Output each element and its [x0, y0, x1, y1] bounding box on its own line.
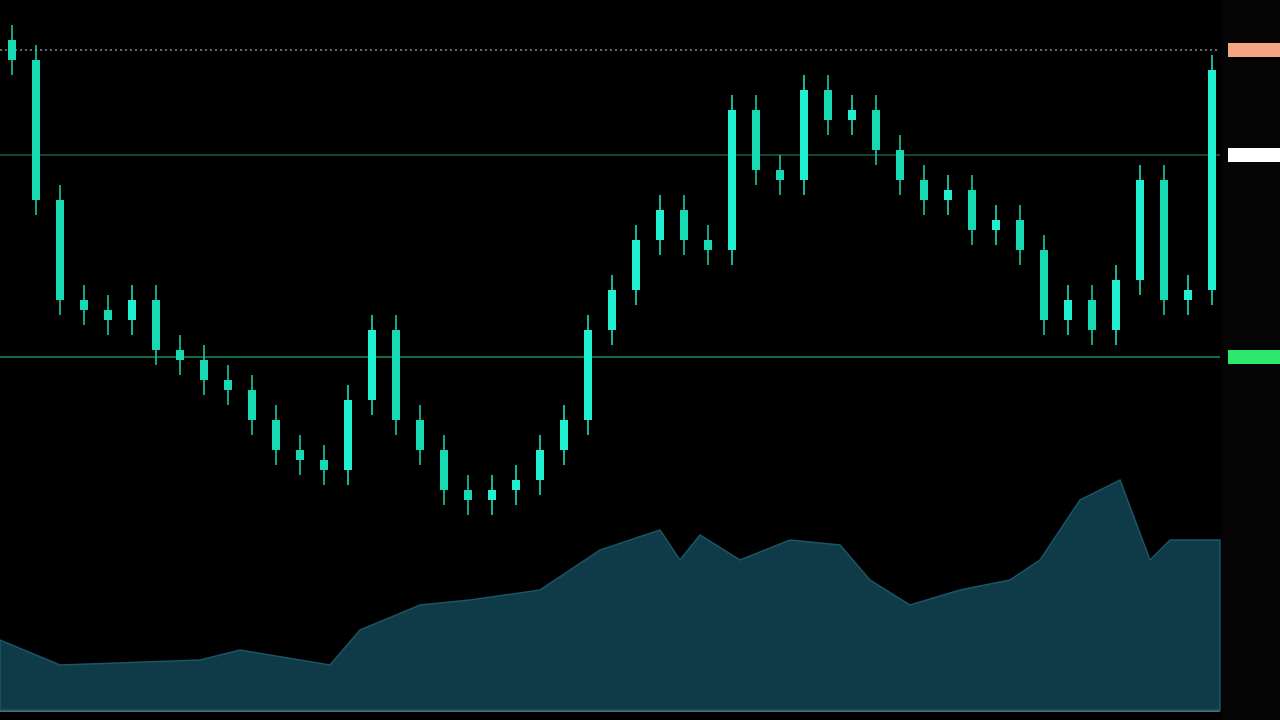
- candle-body: [1040, 250, 1048, 320]
- area: [0, 478, 1221, 711]
- candle-body: [1208, 70, 1216, 290]
- candle-body: [1112, 280, 1120, 330]
- candle-body: [320, 460, 328, 470]
- candle-body: [392, 330, 400, 420]
- candle-body: [176, 350, 184, 360]
- candle-body: [344, 400, 352, 470]
- candle-body: [944, 190, 952, 200]
- candle-body: [200, 360, 208, 380]
- price-tag: [1228, 350, 1280, 364]
- candle-body: [368, 330, 376, 400]
- candle-body: [1016, 220, 1024, 250]
- candle-body: [440, 450, 448, 490]
- candle-body: [704, 240, 712, 250]
- candle-body: [560, 420, 568, 450]
- candle-body: [656, 210, 664, 240]
- candle-body: [272, 420, 280, 450]
- candle-body: [464, 490, 472, 500]
- candle-body: [104, 310, 112, 320]
- candle-body: [584, 330, 592, 420]
- candle-body: [1064, 300, 1072, 320]
- candle-body: [80, 300, 88, 310]
- candle-body: [848, 110, 856, 120]
- candle-body: [1088, 300, 1096, 330]
- candle-body: [776, 170, 784, 180]
- candle-body: [152, 300, 160, 350]
- candle-body: [512, 480, 520, 490]
- candle-body: [968, 190, 976, 230]
- candle-body: [296, 450, 304, 460]
- candle-body: [32, 60, 40, 200]
- candle-body: [896, 150, 904, 180]
- candle-body: [488, 490, 496, 500]
- candle-body: [8, 40, 16, 60]
- candle-body: [1184, 290, 1192, 300]
- candle-body: [56, 200, 64, 300]
- candle-body: [416, 420, 424, 450]
- candle-body: [920, 180, 928, 200]
- candle-body: [632, 240, 640, 290]
- candle-body: [536, 450, 544, 480]
- candle-body: [224, 380, 232, 390]
- candle-body: [752, 110, 760, 170]
- candle-body: [824, 90, 832, 120]
- candle-body: [1136, 180, 1144, 280]
- price-tag: [1228, 148, 1280, 162]
- candle-body: [872, 110, 880, 150]
- candle-body: [680, 210, 688, 240]
- candle-body: [248, 390, 256, 420]
- candle-body: [128, 300, 136, 320]
- price-tag: [1228, 43, 1280, 57]
- candle-body: [608, 290, 616, 330]
- candle-body: [800, 90, 808, 180]
- candle-body: [1160, 180, 1168, 300]
- candle-body: [992, 220, 1000, 230]
- candle-body: [728, 110, 736, 250]
